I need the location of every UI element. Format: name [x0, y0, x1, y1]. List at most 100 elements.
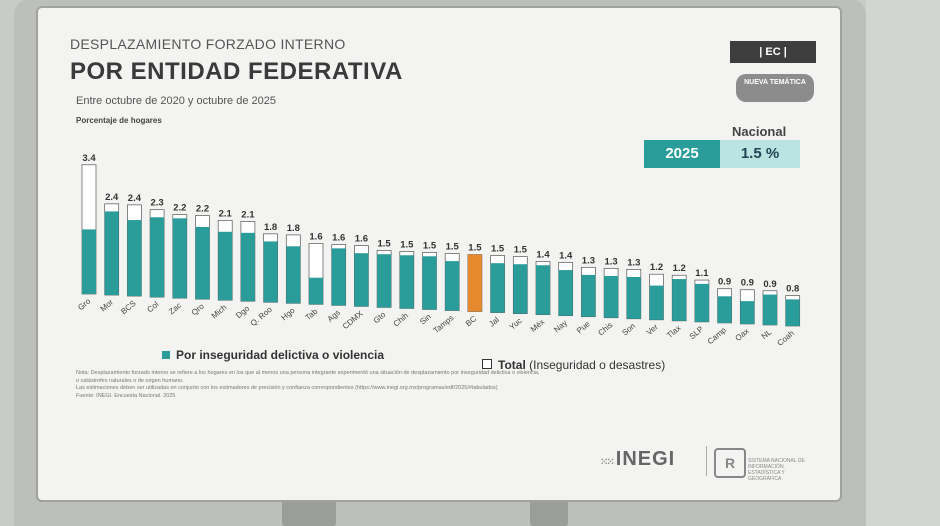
data-label: 1.8 — [287, 223, 300, 234]
bar-violence — [240, 232, 255, 302]
x-tick-label: Chih — [392, 311, 410, 328]
national-label: Nacional — [732, 124, 787, 139]
legend-total: Total (Inseguridad o desastres) — [482, 358, 665, 372]
data-label: 1.3 — [604, 256, 617, 267]
x-tick-label: Mich — [210, 303, 229, 321]
bar-violence — [626, 276, 641, 319]
bar-violence — [354, 253, 369, 307]
bar-violence — [195, 226, 210, 300]
data-label: 1.6 — [355, 234, 368, 245]
data-label: 1.5 — [514, 245, 528, 256]
x-tick-label: Dgo — [234, 304, 251, 321]
data-label: 1.6 — [309, 232, 322, 243]
data-label: 0.9 — [741, 278, 754, 289]
bar-violence — [286, 246, 301, 304]
bar-violence — [467, 254, 482, 312]
data-label: 2.2 — [173, 203, 186, 214]
bar-violence — [740, 301, 755, 324]
legend-violence: Por inseguridad delictiva o violencia — [162, 348, 384, 362]
pre-title: DESPLAZAMIENTO FORZADO INTERNO — [70, 36, 346, 52]
data-label: 2.2 — [196, 204, 209, 215]
data-label: 2.3 — [150, 198, 163, 209]
presentation-screen: DESPLAZAMIENTO FORZADO INTERNO POR ENTID… — [38, 8, 840, 500]
bar-chart: 3.4 Gro 2.4 Mor 2.4 BCS 2.3 Col 2.2 Zac 2.2 Qro 2.1 M… — [76, 153, 801, 348]
national-value: 1.5 % — [720, 140, 800, 168]
note-line: o catástrofes naturales o de origen huma… — [76, 377, 184, 384]
x-tick-label: NL — [760, 327, 774, 341]
x-tick-label: Q. Roo — [249, 305, 275, 329]
bar-violence — [717, 296, 732, 323]
data-label: 3.4 — [82, 153, 96, 164]
bar-violence — [785, 299, 800, 326]
bar-violence — [127, 220, 142, 297]
bar-violence — [218, 231, 233, 301]
bar-violence — [536, 265, 550, 315]
x-tick-label: Gro — [76, 296, 92, 312]
data-label: 2.1 — [241, 209, 255, 220]
bar-violence — [172, 218, 187, 299]
x-tick-label: Qro — [190, 301, 206, 317]
data-label: 1.4 — [559, 250, 573, 261]
national-year: 2025 — [644, 140, 720, 168]
x-tick-label: Ags — [326, 308, 342, 324]
x-tick-label: Méx — [529, 317, 546, 334]
data-label: 1.5 — [377, 238, 391, 249]
bar-violence — [649, 285, 664, 320]
x-tick-label: Yuc — [508, 316, 524, 331]
data-label: 0.9 — [763, 279, 776, 290]
bar-violence — [309, 277, 323, 305]
bar-violence — [694, 283, 709, 322]
inegi-logo: ⁙⁙ INEGI — [600, 448, 675, 471]
note-line[interactable]: Las estimaciones deben ser utilizadas en… — [76, 385, 498, 391]
bar-violence — [104, 211, 119, 296]
bar-violence — [558, 270, 573, 316]
x-tick-label: Jal — [487, 315, 501, 329]
x-tick-label: BCS — [119, 299, 137, 316]
data-label: 1.6 — [332, 233, 345, 244]
note-line: Fuente: INEGI. Encuesta Nacional. 2025 — [76, 392, 176, 399]
legend-total-sublabel: (Inseguridad o desastres) — [529, 358, 666, 372]
bar-violence — [331, 248, 346, 306]
logo-divider — [706, 446, 707, 476]
x-tick-label: BC — [464, 314, 478, 328]
x-tick-label: Sin — [418, 312, 433, 326]
bar-violence — [604, 275, 619, 318]
data-label: 1.3 — [627, 257, 640, 268]
data-label: 2.4 — [105, 192, 119, 203]
x-tick-label: Col — [145, 300, 160, 315]
legend-swatch-violence — [162, 351, 170, 359]
bar-violence — [399, 255, 414, 309]
data-label: 2.1 — [219, 208, 233, 219]
data-label: 1.5 — [400, 239, 414, 250]
inegi-dots-icon: ⁙⁙ — [600, 457, 615, 468]
snieg-logo-icon: R — [714, 448, 746, 478]
x-tick-label: Camp — [706, 325, 729, 346]
background-wall — [866, 0, 940, 526]
x-tick-label: Coah — [776, 329, 796, 348]
y-axis-label: Porcentaje de hogares — [76, 116, 162, 125]
bar-violence — [445, 261, 460, 311]
data-label: 1.2 — [673, 263, 686, 274]
new-topic-badge: NUEVA TEMÁTICA — [736, 74, 814, 102]
bar-violence — [513, 264, 528, 314]
x-tick-label: SLP — [688, 325, 705, 342]
bar-violence — [581, 274, 596, 317]
data-label: 1.5 — [468, 243, 482, 254]
data-label: 1.3 — [582, 255, 595, 266]
snieg-logo-text: SISTEMA NACIONAL DE INFORMACIÓN ESTADÍST… — [748, 458, 805, 482]
data-label: 1.8 — [264, 222, 277, 233]
x-tick-label: Tamps — [432, 313, 456, 335]
data-label: 1.4 — [536, 249, 550, 260]
x-tick-label: Chis — [596, 320, 614, 337]
x-tick-label: Zac — [167, 301, 183, 316]
bar-violence — [672, 279, 687, 321]
page-title: POR ENTIDAD FEDERATIVA — [70, 58, 403, 85]
data-label: 1.5 — [446, 242, 460, 253]
x-tick-label: Oax — [734, 327, 751, 343]
bar-violence — [263, 241, 278, 303]
legend-swatch-total — [482, 359, 492, 369]
data-label: 1.1 — [695, 268, 709, 279]
footnotes: Nota: Desplazamiento forzado interno se … — [76, 370, 776, 400]
x-tick-label: Tab — [304, 307, 320, 323]
data-label: 1.5 — [423, 240, 437, 251]
